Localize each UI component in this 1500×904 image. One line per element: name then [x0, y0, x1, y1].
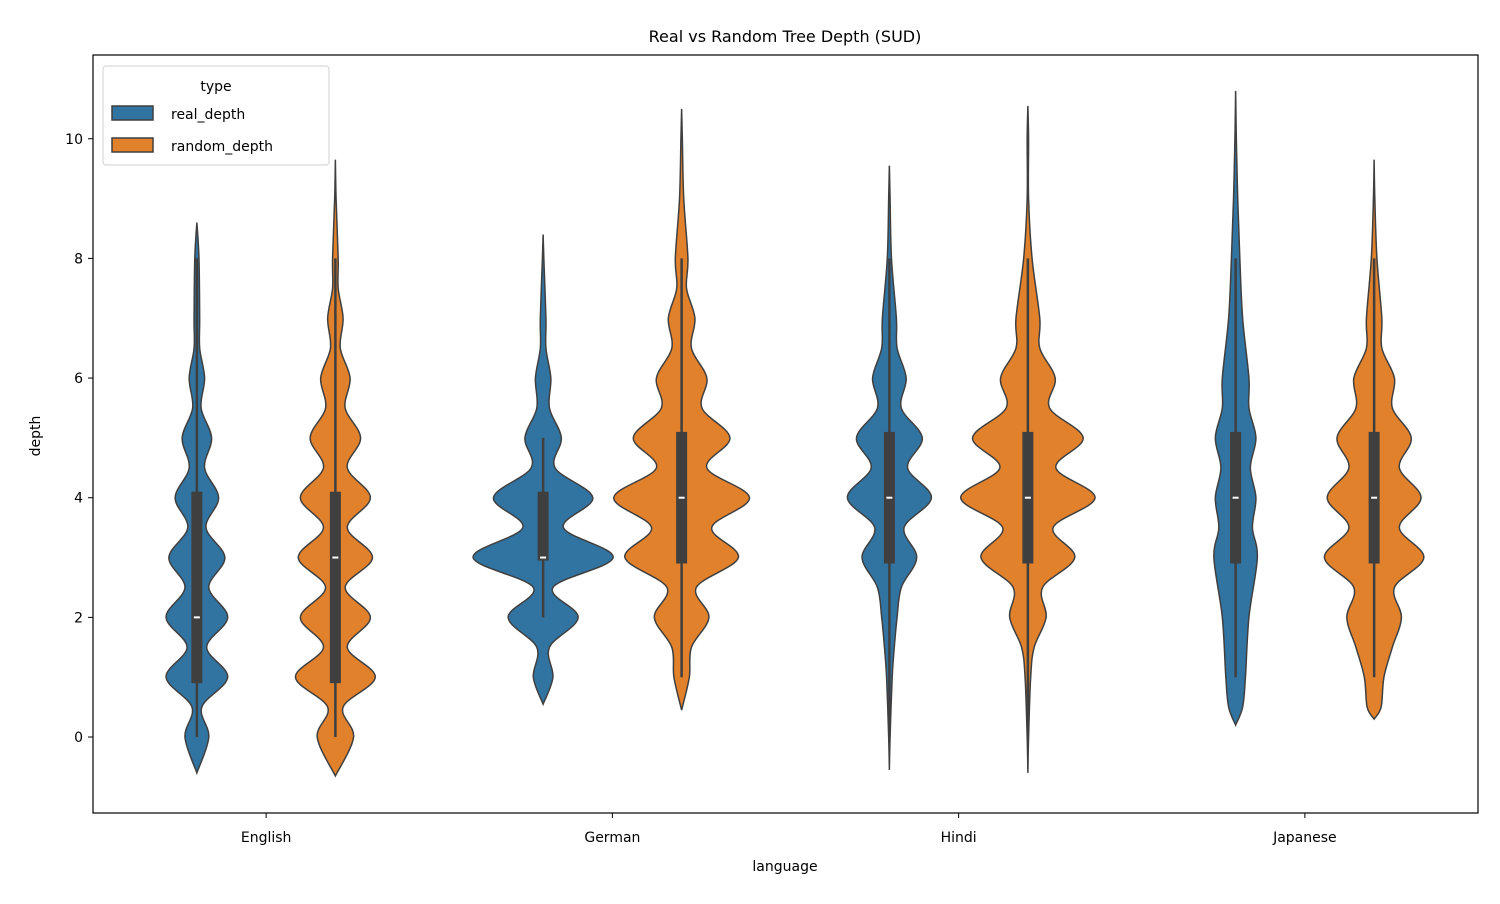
plot-frame [92, 54, 1479, 814]
legend-swatch-real-depth [111, 105, 154, 121]
y-tick-label: 8 [74, 251, 83, 267]
x-tick-label: Hindi [941, 830, 977, 846]
iqr-box [537, 491, 549, 561]
y-axis: 0 2 4 6 8 10 [65, 132, 93, 746]
x-axis: English German Hindi Japanese [241, 813, 1337, 846]
legend-frame [102, 65, 330, 166]
iqr-box [191, 491, 203, 684]
x-tick-label: Japanese [1272, 830, 1337, 846]
x-tick-label: German [584, 830, 640, 846]
legend-label-real-depth: real_depth [171, 107, 245, 123]
iqr-box [329, 491, 341, 684]
chart-title: Real vs Random Tree Depth (SUD) [649, 27, 922, 46]
legend: type real_depth random_depth [102, 65, 330, 166]
violins [165, 90, 1425, 778]
y-tick-label: 6 [74, 371, 83, 387]
x-axis-label: language [752, 859, 817, 875]
x-tick-label: English [241, 830, 292, 846]
y-tick-label: 2 [74, 610, 83, 626]
y-tick-label: 0 [74, 730, 83, 746]
legend-swatch-random-depth [111, 137, 154, 153]
legend-label-random-depth: random_depth [171, 139, 273, 155]
legend-title: type [200, 79, 231, 95]
y-tick-label: 10 [65, 132, 83, 148]
y-tick-label: 4 [74, 491, 83, 507]
y-axis-label: depth [28, 416, 44, 457]
